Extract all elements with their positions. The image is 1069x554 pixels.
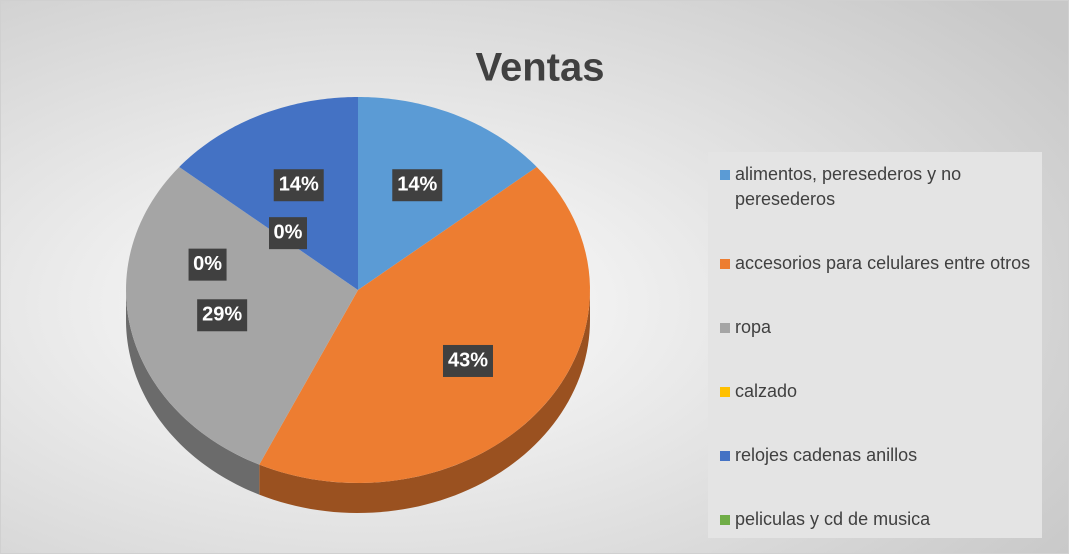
legend-label: calzado [735,381,798,401]
legend-entry: peliculas y cd de musica [720,507,1032,532]
legend-label: relojes cadenas anillos [735,445,918,465]
legend-label: alimentos, peresederos y no peresederos [735,164,962,209]
legend-entry: accesorios para celulares entre otros [720,251,1032,276]
legend-swatch [720,259,730,269]
legend-swatch [720,515,730,525]
label-box [442,344,493,377]
data-label: 43% [448,349,488,371]
legend-entry: ropa [720,315,1032,340]
chart-title: Ventas [476,46,605,90]
label-box [197,299,248,332]
label-box [269,217,307,250]
legend-label: ropa [735,317,772,337]
legend-entry: alimentos, peresederos y no peresederos [720,162,1032,212]
legend-swatch [720,323,730,333]
data-label: 0% [193,253,222,275]
slice [259,166,590,483]
label-box [273,169,324,202]
data-label: 29% [202,304,242,326]
legend-label: accesorios para celulares entre otros [735,253,1031,273]
legend: alimentos, peresederos y no peresederos a… [708,152,1042,538]
slice-side [126,290,260,495]
legend-label: peliculas y cd de musica [735,509,931,529]
slice-side [259,290,590,513]
data-label: 0% [274,221,303,243]
label-box [188,248,227,281]
legend-swatch [720,170,730,180]
data-label: 14% [279,174,319,196]
slice [358,97,537,290]
legend-entry: relojes cadenas anillos [720,443,1032,468]
label-box [392,169,443,202]
legend-swatch [720,387,730,397]
legend-entry: calzado [720,379,1032,404]
legend-swatch [720,451,730,461]
slice [179,97,358,290]
data-label: 14% [397,174,437,196]
